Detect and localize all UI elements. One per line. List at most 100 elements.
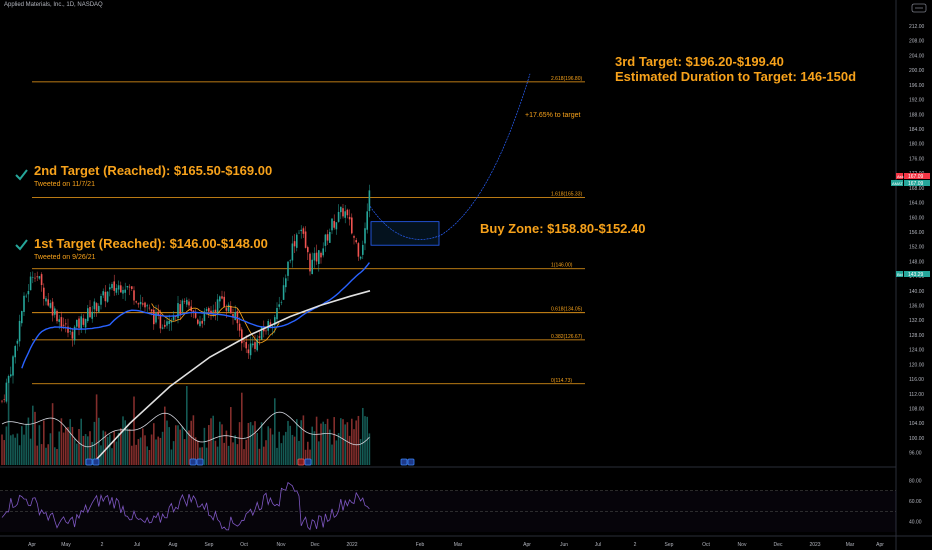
price-tick-label: 184.00: [909, 127, 925, 133]
volume-bar: [89, 431, 91, 465]
ma-fast-line: [151, 303, 280, 344]
volume-bar: [335, 440, 338, 465]
projection-path: [369, 73, 531, 240]
check-icon: [15, 169, 28, 181]
fib-level-label: 2.618(196.80): [551, 76, 582, 82]
target3-line1: 3rd Target: $196.20-$199.40: [615, 54, 784, 69]
price-tick-label: 140.00: [909, 289, 925, 295]
candle-body: [62, 324, 65, 326]
time-tick-label: Sep: [205, 542, 214, 548]
time-tick-label: Dec: [311, 542, 320, 548]
volume-bar: [111, 448, 113, 465]
event-marker[interactable]: [407, 458, 415, 466]
candle-body: [326, 234, 329, 241]
candle-body: [153, 309, 155, 325]
candle-body: [49, 303, 52, 308]
event-marker[interactable]: [400, 458, 408, 466]
volume-bar: [128, 429, 131, 465]
candle-body: [38, 276, 41, 279]
candle-body: [340, 206, 342, 213]
buy-zone-label: Buy Zone: $158.80-$152.40: [480, 221, 645, 236]
volume-bar: [285, 431, 287, 465]
volume-bar: [249, 422, 252, 465]
time-tick-label: Apr: [28, 542, 36, 548]
time-tick-label: Mar: [454, 542, 463, 548]
candle-body: [95, 303, 98, 311]
volume-bar: [236, 444, 239, 465]
candle-body: [137, 303, 140, 305]
volume-bar: [34, 411, 36, 465]
candle-body: [205, 308, 208, 312]
volume-bar: [161, 431, 164, 465]
candle-body: [47, 299, 49, 306]
candle-body: [122, 290, 124, 294]
event-marker[interactable]: [304, 458, 312, 466]
candle-body: [102, 291, 104, 296]
event-marker[interactable]: [189, 458, 197, 466]
volume-bar: [364, 416, 366, 465]
volume-bar: [1, 434, 3, 465]
fib-level-label: 1.618(165.33): [551, 192, 582, 198]
time-tick-label: Sep: [665, 542, 674, 548]
volume-bar: [65, 427, 67, 465]
candle-body: [254, 342, 256, 349]
volume-bar: [293, 436, 296, 465]
volume-bar: [304, 449, 307, 465]
candle-body: [1, 400, 3, 402]
candle-body: [238, 323, 241, 331]
candle-body: [269, 322, 272, 327]
volume-bar: [58, 431, 60, 465]
buy-zone-box[interactable]: [370, 221, 440, 246]
fib-retracement[interactable]: 2.618(196.80) 1.618(165.33) 1(146.00) 0.618…: [32, 76, 585, 385]
bid-tag: Bid: [897, 272, 903, 277]
candle-body: [69, 331, 71, 332]
volume-bar: [84, 434, 87, 465]
candle-body: [208, 308, 210, 312]
candle-body: [113, 281, 115, 291]
event-marker[interactable]: [92, 458, 100, 466]
volume-bar: [93, 421, 96, 465]
volume-bar: [197, 440, 199, 465]
event-marker[interactable]: [85, 458, 93, 466]
candle-body: [298, 232, 300, 234]
candle-body: [241, 329, 243, 344]
volume-bar: [331, 444, 333, 465]
settings-icon[interactable]: [911, 3, 927, 13]
volume-bar: [221, 424, 223, 465]
candle-body: [179, 304, 181, 315]
volume-bar: [238, 422, 241, 465]
volume-ma-line: [1, 411, 370, 448]
volume-bar: [300, 420, 302, 465]
candle-body: [139, 301, 142, 305]
fib-level-label: 0.382(126.67): [551, 334, 582, 340]
time-tick-label: Apr: [523, 542, 531, 548]
candle-body: [82, 318, 85, 325]
candle-body: [296, 234, 298, 248]
time-tick-label: Feb: [416, 542, 425, 548]
event-marker[interactable]: [297, 458, 305, 466]
rsi-tick-label: 80.00: [909, 478, 922, 484]
candle-body: [318, 250, 320, 265]
candle-body: [51, 301, 54, 316]
volume-bar: [254, 421, 256, 465]
event-markers[interactable]: [85, 458, 415, 466]
volume-bar: [179, 429, 181, 465]
candle-body: [201, 320, 203, 324]
volume-bar: [201, 447, 203, 465]
candle-body: [172, 316, 175, 321]
volume-bar: [271, 434, 274, 465]
candle-body: [131, 286, 133, 289]
volume-bar: [135, 444, 137, 465]
volume-bar: [298, 440, 300, 465]
target1-title: 1st Target (Reached): $146.00-$148.00: [34, 236, 268, 251]
candle-body: [258, 336, 261, 338]
candle-body: [155, 312, 157, 323]
candle-body: [293, 241, 296, 247]
candle-body: [27, 291, 30, 295]
candle-body: [98, 305, 100, 312]
volume-bar: [315, 416, 318, 465]
volume-bar: [280, 443, 283, 465]
event-marker[interactable]: [196, 458, 204, 466]
